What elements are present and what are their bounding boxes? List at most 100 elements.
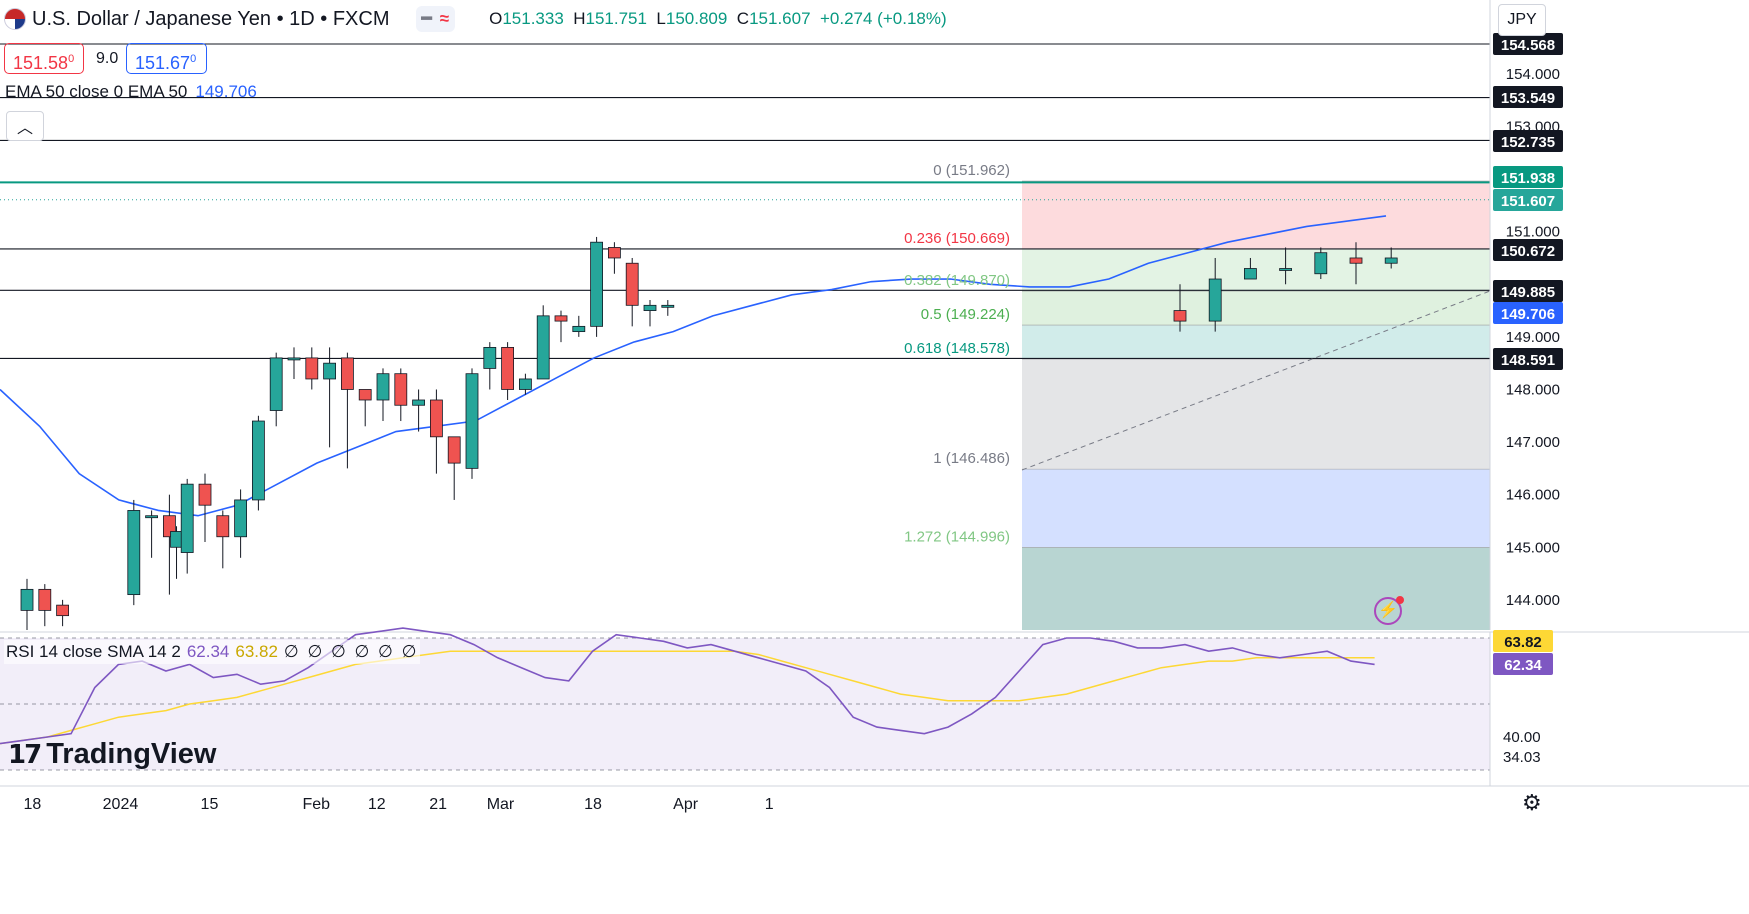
price-tag <box>1493 239 1563 261</box>
price-tag-label: 150.672 <box>1501 243 1555 260</box>
fib-zone <box>1022 547 1490 630</box>
price-tag <box>1493 86 1563 108</box>
candle-body <box>305 357 319 380</box>
candle <box>323 347 337 448</box>
price-tick-label: 147.000 <box>1506 434 1560 451</box>
candle <box>1314 247 1328 280</box>
rsi-legend[interactable]: RSI 14 close SMA 14 2 62.34 63.82 ∅ ∅ ∅ ∅ ∅… <box>4 640 421 664</box>
time-tick-label: Feb <box>302 796 330 813</box>
candle <box>1384 247 1398 269</box>
candle <box>38 584 52 627</box>
fib-label-0: 0 (151.962) <box>933 162 1010 179</box>
time-tick-label: Apr <box>673 796 699 813</box>
price-tag-label: 153.549 <box>1501 90 1555 107</box>
usd-jpy-flag-icon <box>4 8 26 30</box>
price-tag <box>1493 166 1563 188</box>
candle-body <box>216 515 230 538</box>
candle-body <box>56 604 69 617</box>
minus-icon: ━ <box>421 9 432 28</box>
price-tag <box>1493 130 1563 152</box>
time-tick-label: Mar <box>487 796 515 813</box>
time-tick-label: 18 <box>23 796 41 813</box>
price-tag-label: 151.607 <box>1501 193 1555 210</box>
candle <box>519 373 532 395</box>
candle-body <box>287 357 301 361</box>
market-status-pill[interactable]: ━ ≈ <box>415 6 456 32</box>
fib-label-0.236: 0.236 (150.669) <box>904 230 1010 247</box>
candle-body <box>127 510 141 596</box>
candle <box>1173 284 1187 332</box>
candle-body <box>1279 268 1292 271</box>
fib-label-0.5: 0.5 (149.224) <box>921 306 1010 323</box>
candle-body <box>590 241 603 327</box>
chart-header: U.S. Dollar / Japanese Yen • 1D • FXCM ━… <box>0 0 947 38</box>
candle-body <box>412 399 426 406</box>
price-tick-label: 146.000 <box>1506 487 1560 504</box>
candle <box>465 368 479 479</box>
tradingview-logo-text: TradingView <box>46 738 217 770</box>
price-tick-label: 145.000 <box>1506 539 1560 556</box>
candle-body <box>180 483 194 553</box>
fib-zone <box>1022 469 1490 548</box>
price-tag-label: 149.706 <box>1501 306 1555 323</box>
rsi-tag-label: 62.34 <box>1504 657 1542 674</box>
time-tick-label: 21 <box>429 796 447 813</box>
candle-body <box>376 373 390 401</box>
collapse-legend-button[interactable]: ︿ <box>6 111 44 141</box>
rsi-label: RSI 14 close SMA 14 2 <box>6 642 181 661</box>
candle <box>340 352 354 469</box>
rsi-tag <box>1493 630 1553 652</box>
ema-value: 149.706 <box>195 82 257 101</box>
ema-label: EMA 50 close 0 EMA 50 <box>5 82 188 101</box>
rsi-tick-label: 40.00 <box>1503 729 1541 746</box>
candle-body <box>1349 257 1363 264</box>
candle-body <box>20 588 34 611</box>
candle-body <box>170 531 183 548</box>
ema-legend[interactable]: EMA 50 close 0 EMA 50 149.706 <box>5 82 257 102</box>
candle <box>127 499 141 606</box>
candle-body <box>447 436 461 464</box>
fib-zone <box>1022 291 1490 326</box>
spread-value: 9.0 <box>96 50 119 67</box>
price-tag <box>1493 189 1563 211</box>
rsi-sma-line <box>0 650 1375 745</box>
candle <box>234 489 248 558</box>
candle-body <box>536 315 550 380</box>
candle-body <box>358 389 372 401</box>
symbol-title[interactable]: U.S. Dollar / Japanese Yen • 1D • FXCM <box>32 7 390 30</box>
lightning-icon[interactable]: ⚡ <box>1374 596 1404 625</box>
candle-body <box>38 588 52 611</box>
candle-body <box>429 399 443 438</box>
price-tick-label: 148.000 <box>1506 381 1560 398</box>
settings-gear-icon[interactable]: ⚙ <box>1522 790 1542 815</box>
candle <box>412 389 426 432</box>
candle <box>447 436 461 500</box>
candle <box>305 347 319 390</box>
candle-body <box>251 420 265 501</box>
candle <box>1279 247 1292 285</box>
candle <box>608 242 621 274</box>
candle-body <box>661 304 675 308</box>
sell-button[interactable]: 151.580 <box>4 43 84 74</box>
price-tick-label: 151.000 <box>1506 224 1560 241</box>
candle <box>358 389 372 427</box>
rsi-tag <box>1493 653 1553 675</box>
candle-body <box>145 515 159 519</box>
fib-label-0.618: 0.618 (148.578) <box>904 340 1010 357</box>
candle-body <box>465 373 479 469</box>
fib-label-1.272: 1.272 (144.996) <box>904 528 1010 545</box>
fib-zone <box>1022 325 1490 360</box>
candle-body <box>1208 278 1222 322</box>
candle-body <box>501 346 515 390</box>
rsi-pane <box>0 627 1375 745</box>
tradingview-logo[interactable]: 𝟭𝟳 TradingView <box>8 738 216 771</box>
fib-zone <box>1022 181 1490 250</box>
candle <box>625 257 639 327</box>
candle <box>590 236 603 337</box>
candle-body <box>1384 257 1398 264</box>
time-tick-label: 2024 <box>103 796 139 813</box>
currency-button[interactable]: JPY <box>1498 4 1546 36</box>
candle-body <box>234 499 248 538</box>
buy-button[interactable]: 151.670 <box>126 43 207 74</box>
